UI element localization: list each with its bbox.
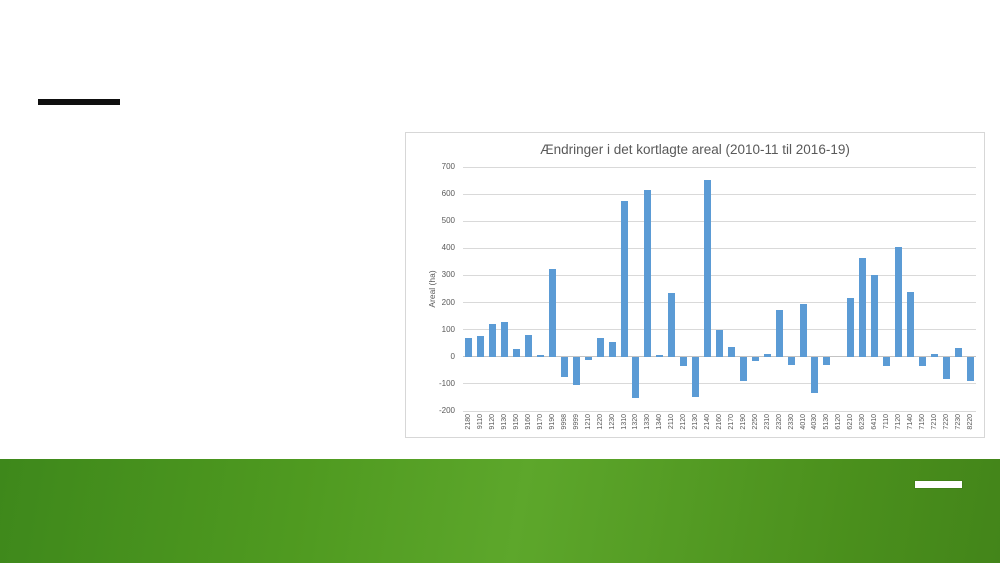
gridline	[463, 166, 976, 168]
bar	[739, 356, 747, 381]
bar	[799, 304, 807, 357]
bar	[787, 356, 795, 365]
gridline	[463, 247, 976, 249]
gridline	[463, 220, 976, 222]
bar	[680, 356, 688, 366]
y-tick-label: -100	[438, 378, 455, 388]
bar	[692, 356, 700, 397]
header-rule	[38, 99, 120, 105]
bar	[501, 322, 509, 357]
x-axis-ticks: 2180 9110 9120 9130 9150 9160 9170 9190 9998 9999…	[463, 413, 976, 439]
bar	[859, 257, 867, 357]
bar	[525, 335, 533, 357]
gridline	[463, 383, 976, 385]
bar	[966, 356, 974, 382]
footer-accent-dash	[915, 481, 962, 488]
bar	[883, 356, 891, 367]
bar	[584, 356, 592, 361]
bar	[560, 356, 568, 378]
bar	[644, 189, 652, 357]
x-tick-label: 8220	[966, 414, 974, 430]
bar	[620, 200, 628, 357]
y-tick-label: 400	[441, 243, 455, 253]
bar	[942, 356, 950, 379]
bar	[930, 353, 938, 357]
bar	[489, 324, 497, 357]
footer-band	[0, 459, 1000, 563]
bar	[608, 342, 616, 357]
bar	[632, 356, 640, 399]
bar	[668, 292, 676, 357]
y-tick-label: 600	[441, 189, 455, 199]
bar	[847, 298, 855, 357]
gridline	[463, 274, 976, 276]
chart-title: Ændringer i det kortlagte areal (2010-11…	[540, 142, 850, 157]
bar	[704, 180, 712, 357]
gridline	[463, 410, 976, 412]
bar	[548, 269, 556, 357]
bar	[465, 337, 473, 357]
y-tick-label: 0	[450, 351, 455, 361]
y-tick-label: 500	[441, 216, 455, 226]
gridline	[463, 302, 976, 304]
y-axis-ticks: 700 600 500 400 300 200 100 0 -100 -200	[406, 162, 459, 415]
bar	[727, 347, 735, 357]
bar	[894, 246, 902, 357]
chart-object[interactable]: Ændringer i det kortlagte areal (2010-11…	[405, 132, 985, 438]
gridline	[463, 193, 976, 195]
bar	[763, 354, 771, 357]
bar	[572, 356, 580, 386]
y-tick-label: 300	[441, 270, 455, 280]
bar	[656, 355, 664, 357]
bar	[954, 347, 962, 357]
bar	[871, 275, 879, 357]
bar	[751, 356, 759, 362]
bar	[918, 356, 926, 366]
y-tick-label: 100	[441, 324, 455, 334]
bar	[477, 335, 485, 357]
y-tick-label: -200	[438, 406, 455, 415]
bar	[823, 356, 831, 365]
bar	[811, 356, 819, 394]
bar	[596, 337, 604, 357]
bar	[775, 310, 783, 357]
bar	[537, 355, 545, 357]
y-tick-label: 700	[441, 162, 455, 171]
y-tick-label: 200	[441, 297, 455, 307]
bar	[906, 291, 914, 357]
bar	[716, 329, 723, 357]
bar	[513, 349, 521, 357]
zero-gridline	[463, 356, 976, 358]
plot-area	[463, 166, 976, 412]
